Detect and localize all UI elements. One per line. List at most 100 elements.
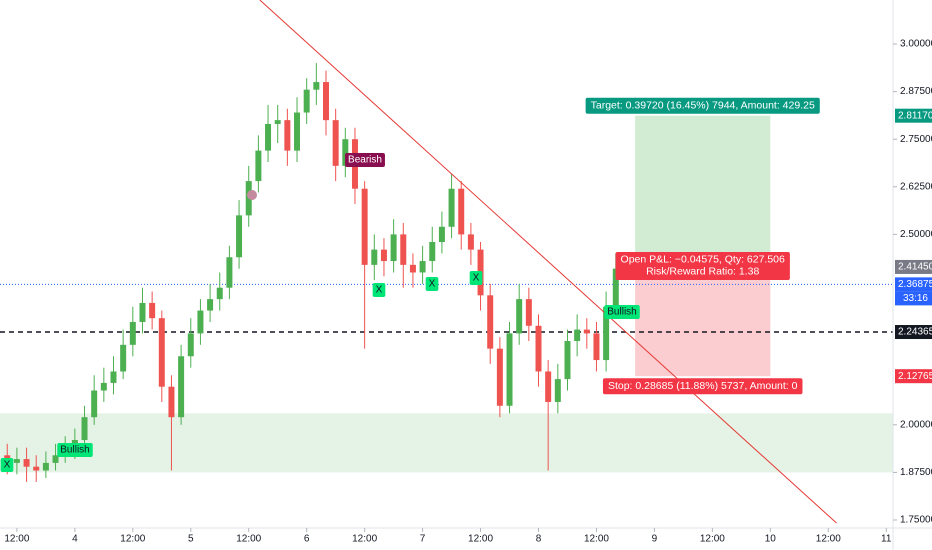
signal-label: Bullish (57, 443, 93, 457)
signal-badge (604, 305, 640, 319)
y-tick-label: 2.50000 (900, 229, 932, 240)
marker-dot (247, 190, 257, 200)
signal-text: X (376, 285, 383, 296)
position-text: Stop: 0.28685 (11.88%) 5737, Amount: 0 (608, 380, 798, 392)
position-text: Risk/Reward Ratio: 1.38 (646, 266, 759, 278)
candle-body (496, 348, 503, 406)
candle-body (400, 234, 407, 265)
candle-body (467, 234, 474, 250)
signal-text: Bullish (607, 307, 636, 318)
signal-label: Bullish (604, 305, 640, 319)
trend-line (259, 0, 837, 524)
candle-body (361, 188, 368, 265)
candle-body (226, 257, 233, 288)
price-badge (895, 108, 932, 123)
countdown-text: 33:16 (903, 293, 928, 304)
price-badge (895, 369, 932, 384)
position-label: Target: 0.39720 (16.45%) 7944, Amount: 4… (585, 97, 820, 114)
x-tick-label: 12:00 (816, 534, 841, 545)
x-tick-label: 10 (765, 534, 777, 545)
candle-body (438, 226, 445, 243)
candle-body (129, 321, 136, 345)
candle-body (419, 261, 426, 273)
candle-body (564, 341, 571, 380)
candle-body (593, 333, 600, 361)
x-tick-label: 6 (304, 534, 310, 545)
y-tick-label: 2.62500 (900, 181, 932, 192)
candle-body (110, 371, 117, 383)
candle-body (100, 382, 107, 391)
y-tick-label: 2.87500 (900, 86, 932, 97)
candle-body (583, 329, 590, 334)
candle-body (516, 299, 523, 334)
support-zone (0, 413, 893, 473)
candle-body (390, 234, 397, 262)
x-tick-label: 8 (536, 534, 542, 545)
stop-area (635, 266, 771, 377)
target-area (635, 115, 771, 267)
candle-body (458, 188, 465, 235)
candle-body (197, 310, 204, 334)
candle-body (612, 268, 619, 307)
price-badge (895, 325, 932, 340)
candle-body (33, 466, 40, 471)
candle-body (487, 295, 494, 349)
candle-body (294, 112, 301, 151)
signal-label: X (0, 458, 14, 472)
candle-body (525, 299, 532, 326)
x-tick-label: 5 (188, 534, 194, 545)
price-badge (895, 277, 932, 292)
x-tick-label: 4 (72, 534, 78, 545)
x-tick-label: 11 (881, 534, 892, 545)
position-text: Target: 0.39720 (16.45%) 7944, Amount: 4… (591, 99, 815, 111)
y-tick-label: 2.00000 (900, 419, 932, 430)
candle-body (23, 459, 30, 467)
x-tick-label: 12:00 (352, 534, 377, 545)
candle-body (429, 242, 436, 262)
candle-body (91, 390, 98, 418)
x-tick-label: 12:00 (700, 534, 725, 545)
signal-text: Bullish (60, 445, 89, 456)
position-label: Stop: 0.28685 (11.88%) 5737, Amount: 0 (602, 378, 803, 395)
plot-area: Bullish Bearish Bullish X X X X Target: 0.39720… (0, 0, 893, 524)
x-tick-label: 9 (652, 534, 658, 545)
signal-badge (372, 283, 386, 297)
y-tick-label: 1.75000 (900, 515, 932, 526)
candle-body (313, 82, 320, 90)
position-text: Open P&L: −0.04575, Qty: 627.506 (621, 254, 785, 266)
signal-text: Bearish (348, 155, 382, 166)
price-badge-text: 2.81170 (898, 110, 932, 121)
signal-badge (0, 458, 14, 472)
signal-text: X (4, 460, 11, 471)
y-tick-label: 2.75000 (900, 134, 932, 145)
candle-body (265, 123, 272, 151)
candle-body (506, 333, 513, 406)
signal-badge (469, 271, 483, 285)
candle-body (535, 325, 542, 372)
signal-badge (57, 443, 93, 457)
candle-body (120, 344, 127, 372)
candle-body (13, 459, 20, 463)
y-tick-label: 1.87500 (900, 467, 932, 478)
position-badge (602, 378, 803, 395)
candle-body (187, 333, 194, 357)
candle-body (158, 318, 165, 387)
signal-text: X (473, 273, 480, 284)
signal-label: Bearish (345, 153, 385, 167)
y-tick-label: 3.00000 (900, 39, 932, 50)
candle-body (139, 302, 146, 322)
candle-body (207, 299, 214, 311)
signal-badge (425, 277, 439, 291)
signal-label: X (425, 277, 439, 291)
price-badge-text: 2.36875 (898, 279, 932, 290)
signal-text: X (429, 279, 436, 290)
signal-badge (345, 153, 385, 167)
candle-body (342, 139, 349, 166)
candle-body (178, 356, 185, 418)
candle-body (42, 462, 49, 471)
candle-body (81, 417, 88, 441)
candle-body (274, 120, 281, 124)
signal-label: X (372, 283, 386, 297)
candle-body (574, 329, 581, 342)
